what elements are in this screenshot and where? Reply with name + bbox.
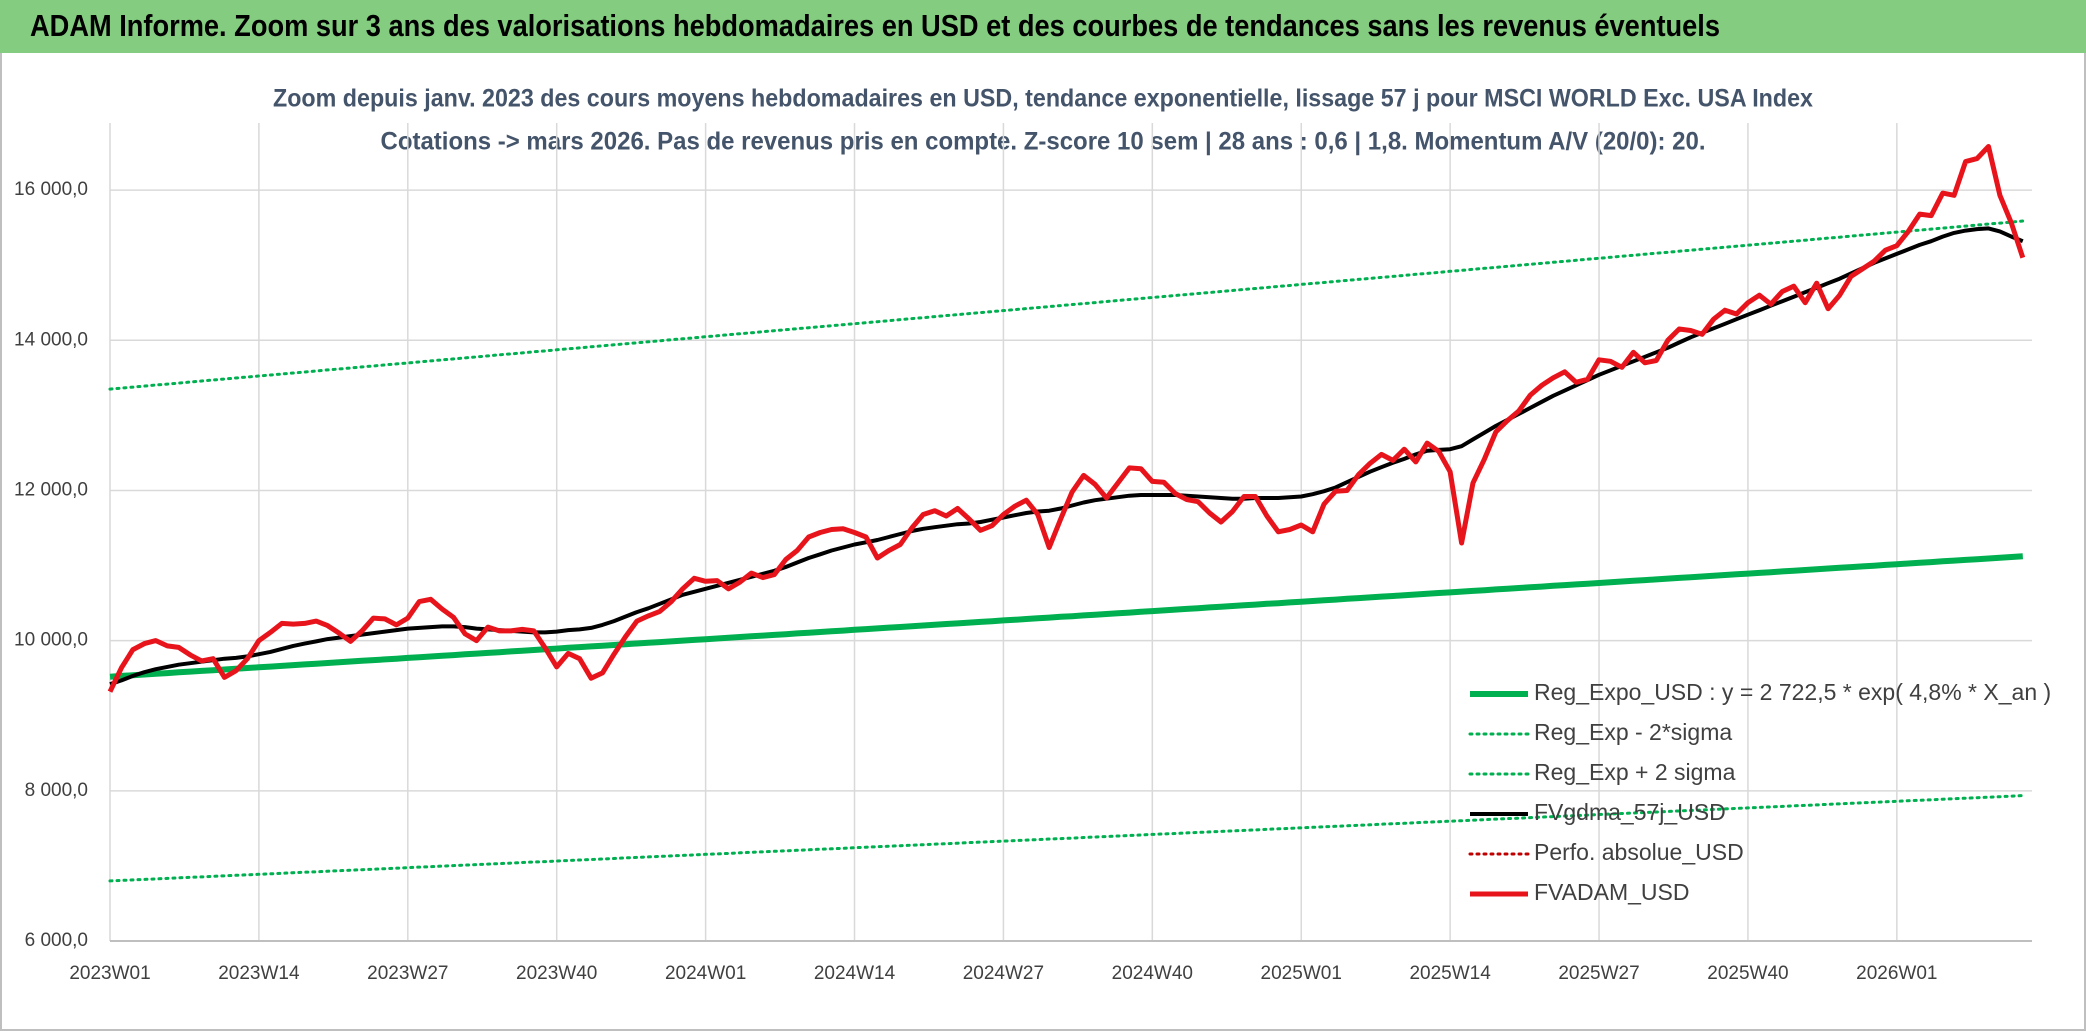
x-tick-label: 2024W40	[1112, 963, 1193, 984]
x-tick-label: 2026W01	[1856, 963, 1937, 984]
header-bar	[0, 0, 2086, 53]
x-tick-label: 2025W14	[1409, 963, 1491, 984]
series-line	[107, 144, 2026, 693]
series-line	[108, 794, 2025, 883]
header-title: ADAM Informe. Zoom sur 3 ans des valoris…	[30, 8, 1720, 43]
y-tick-label: 10 000,0	[14, 630, 88, 651]
chart-title: Zoom depuis janv. 2023 des cours moyens …	[273, 85, 1813, 113]
y-tick-label: 8 000,0	[25, 780, 88, 801]
x-tick-label: 2023W14	[218, 963, 300, 984]
x-tick-label: 2025W27	[1558, 963, 1639, 984]
chart-subtitle: Cotations -> mars 2026. Pas de revenus p…	[381, 128, 1706, 156]
legend-label: FVADAM_USD	[1534, 879, 1690, 905]
legend-label: Reg_Exp - 2*sigma	[1534, 719, 1732, 745]
series-line	[108, 219, 2025, 391]
x-tick-label: 2025W40	[1707, 963, 1788, 984]
x-tick-label: 2024W14	[814, 963, 896, 984]
x-tick-label: 2024W01	[665, 963, 746, 984]
series-line	[109, 553, 2023, 680]
legend-label: Reg_Exp + 2 sigma	[1534, 759, 1736, 785]
legend-label: FVgdma_57j_USD	[1534, 799, 1726, 825]
x-tick-label: 2023W40	[516, 963, 597, 984]
x-tick-label: 2023W01	[69, 963, 150, 984]
legend-label: Perfo. absolue_USD	[1534, 839, 1744, 865]
x-tick-label: 2025W01	[1261, 963, 1342, 984]
y-tick-label: 6 000,0	[25, 930, 88, 951]
x-tick-label: 2023W27	[367, 963, 448, 984]
x-tick-label: 2024W27	[963, 963, 1044, 984]
legend-label: Reg_Expo_USD : y = 2 722,5 * exp( 4,8% *…	[1534, 679, 2051, 705]
y-tick-label: 12 000,0	[14, 479, 88, 500]
y-tick-label: 14 000,0	[14, 329, 88, 350]
y-tick-label: 16 000,0	[14, 179, 88, 200]
